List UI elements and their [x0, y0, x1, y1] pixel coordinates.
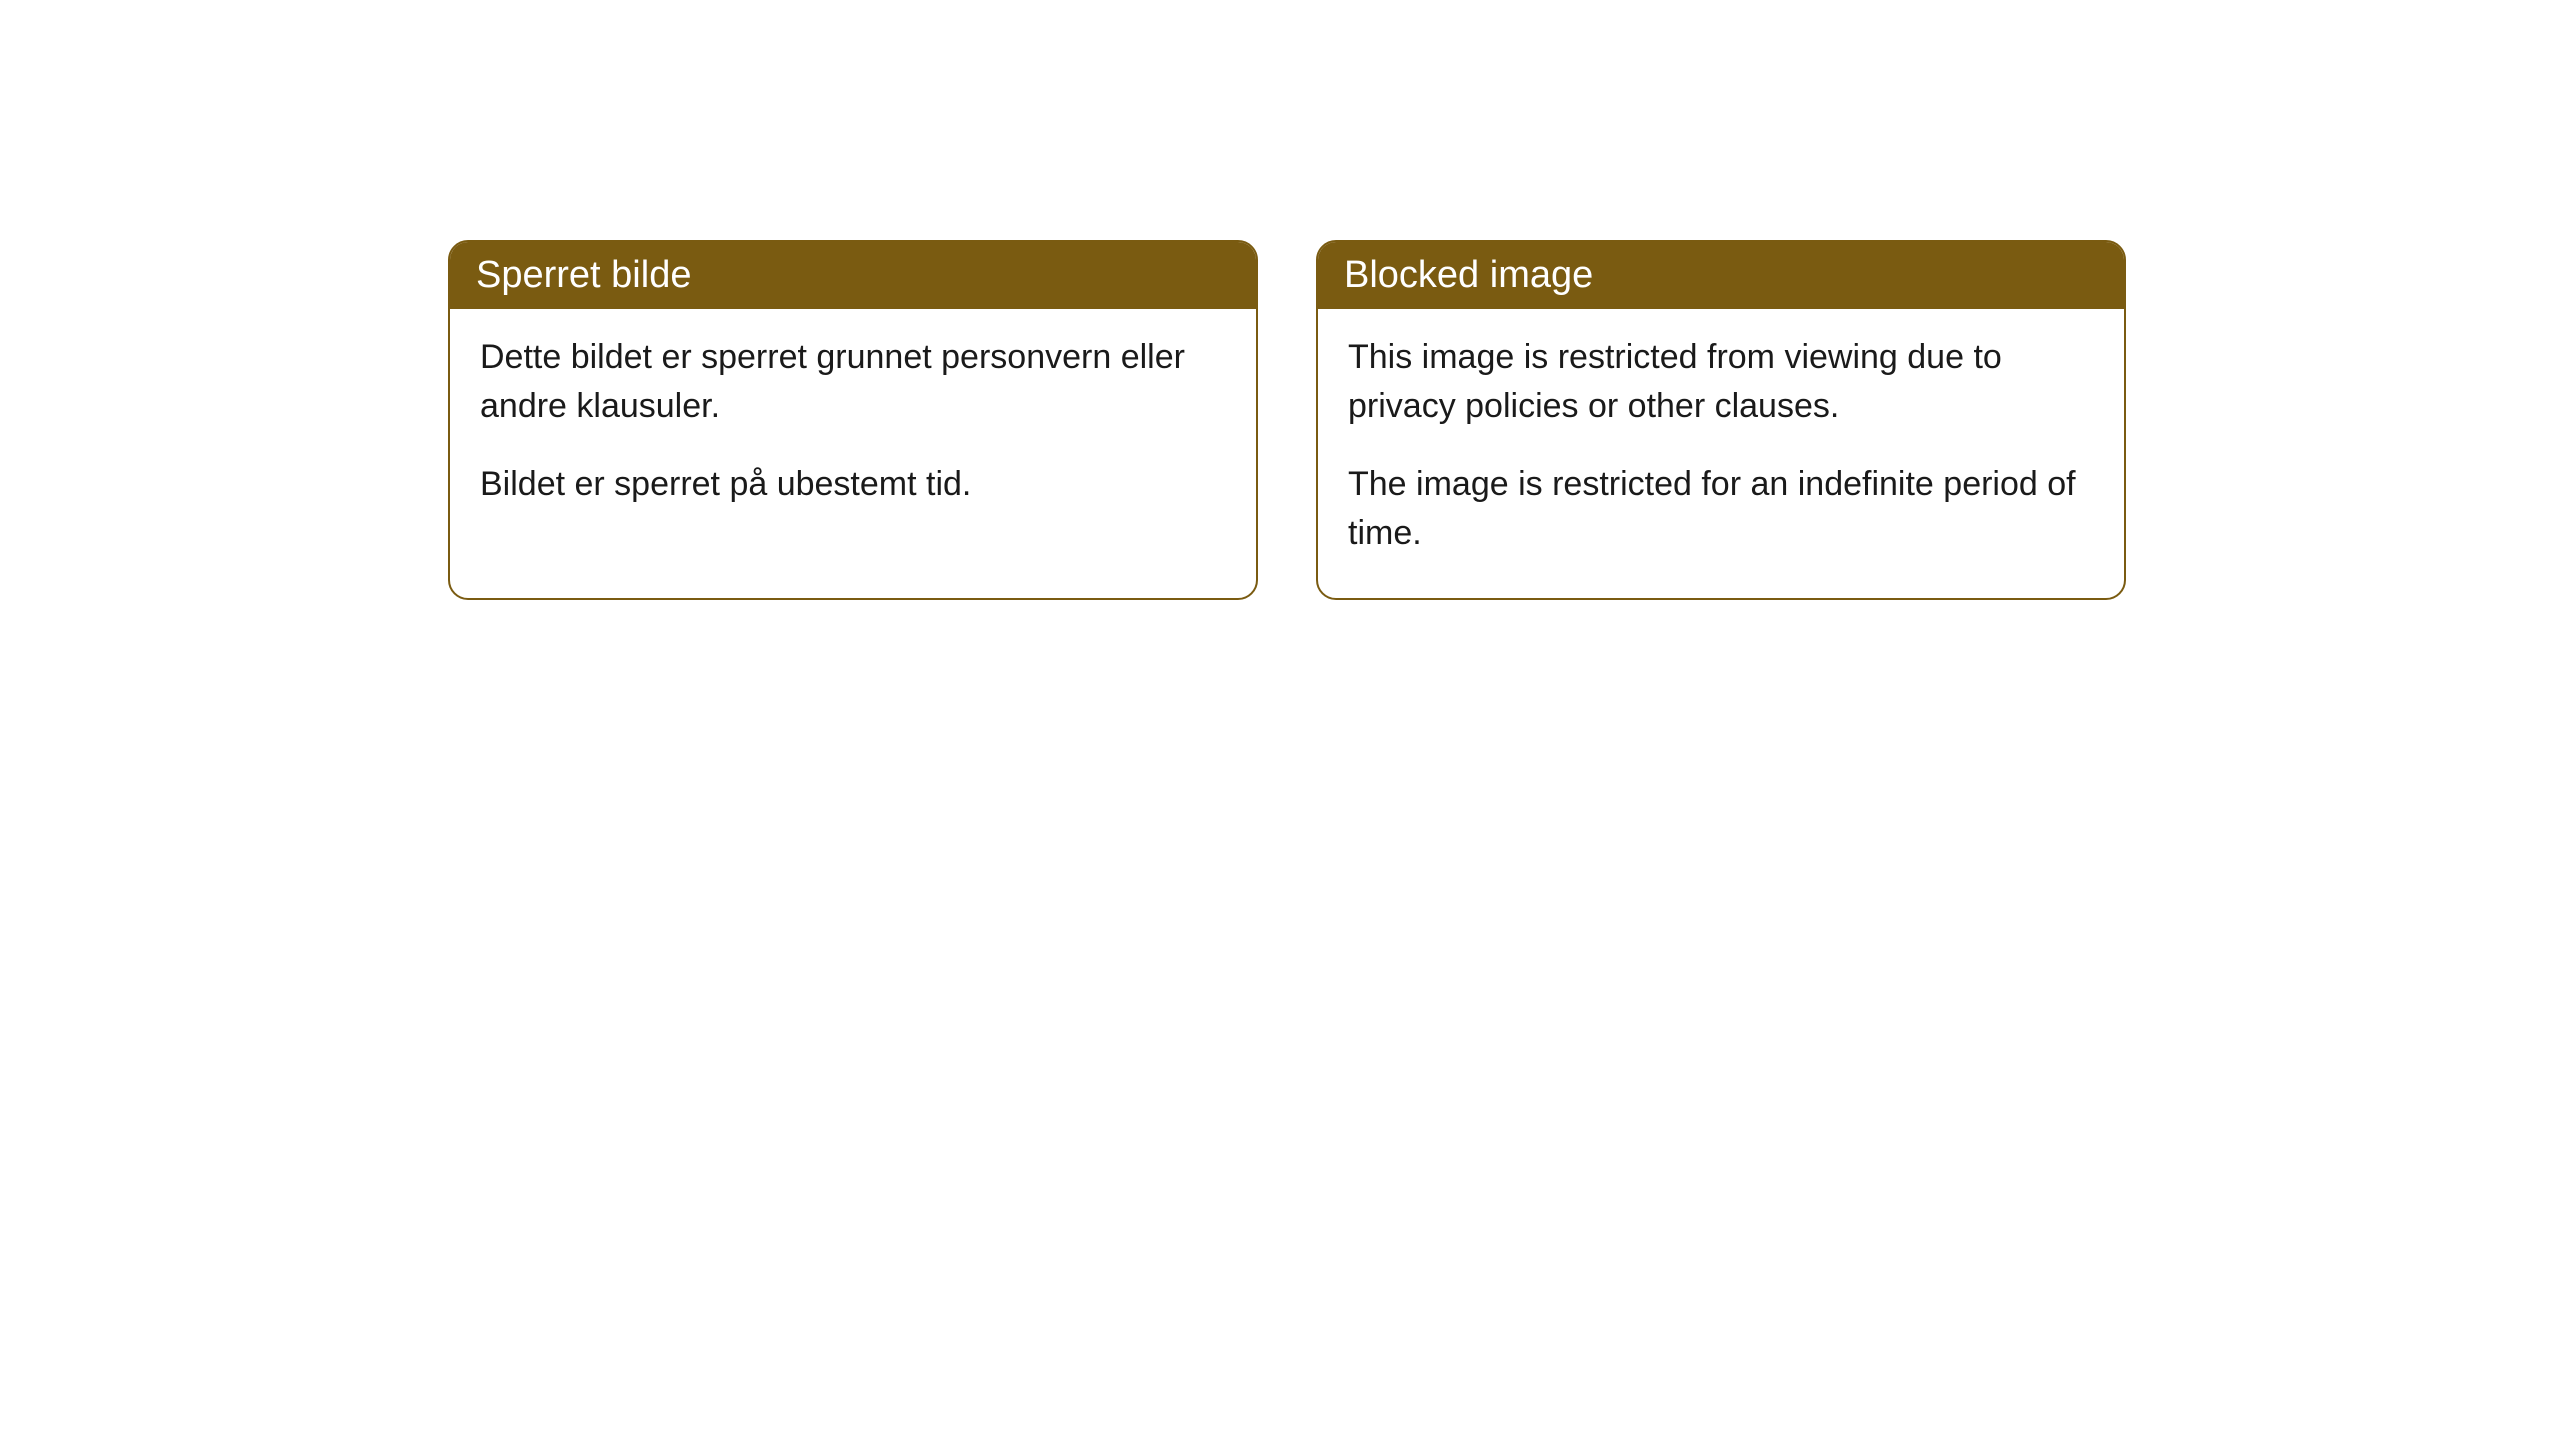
notice-paragraph: This image is restricted from viewing du… — [1348, 333, 2094, 432]
notice-paragraph: Dette bildet er sperret grunnet personve… — [480, 333, 1226, 432]
notice-cards-container: Sperret bilde Dette bildet er sperret gr… — [448, 240, 2560, 600]
notice-card-english: Blocked image This image is restricted f… — [1316, 240, 2126, 600]
notice-paragraph: The image is restricted for an indefinit… — [1348, 460, 2094, 559]
notice-card-header: Blocked image — [1318, 242, 2124, 309]
notice-paragraph: Bildet er sperret på ubestemt tid. — [480, 460, 1226, 509]
notice-card-body: This image is restricted from viewing du… — [1318, 309, 2124, 598]
notice-card-header: Sperret bilde — [450, 242, 1256, 309]
notice-card-body: Dette bildet er sperret grunnet personve… — [450, 309, 1256, 549]
notice-card-norwegian: Sperret bilde Dette bildet er sperret gr… — [448, 240, 1258, 600]
